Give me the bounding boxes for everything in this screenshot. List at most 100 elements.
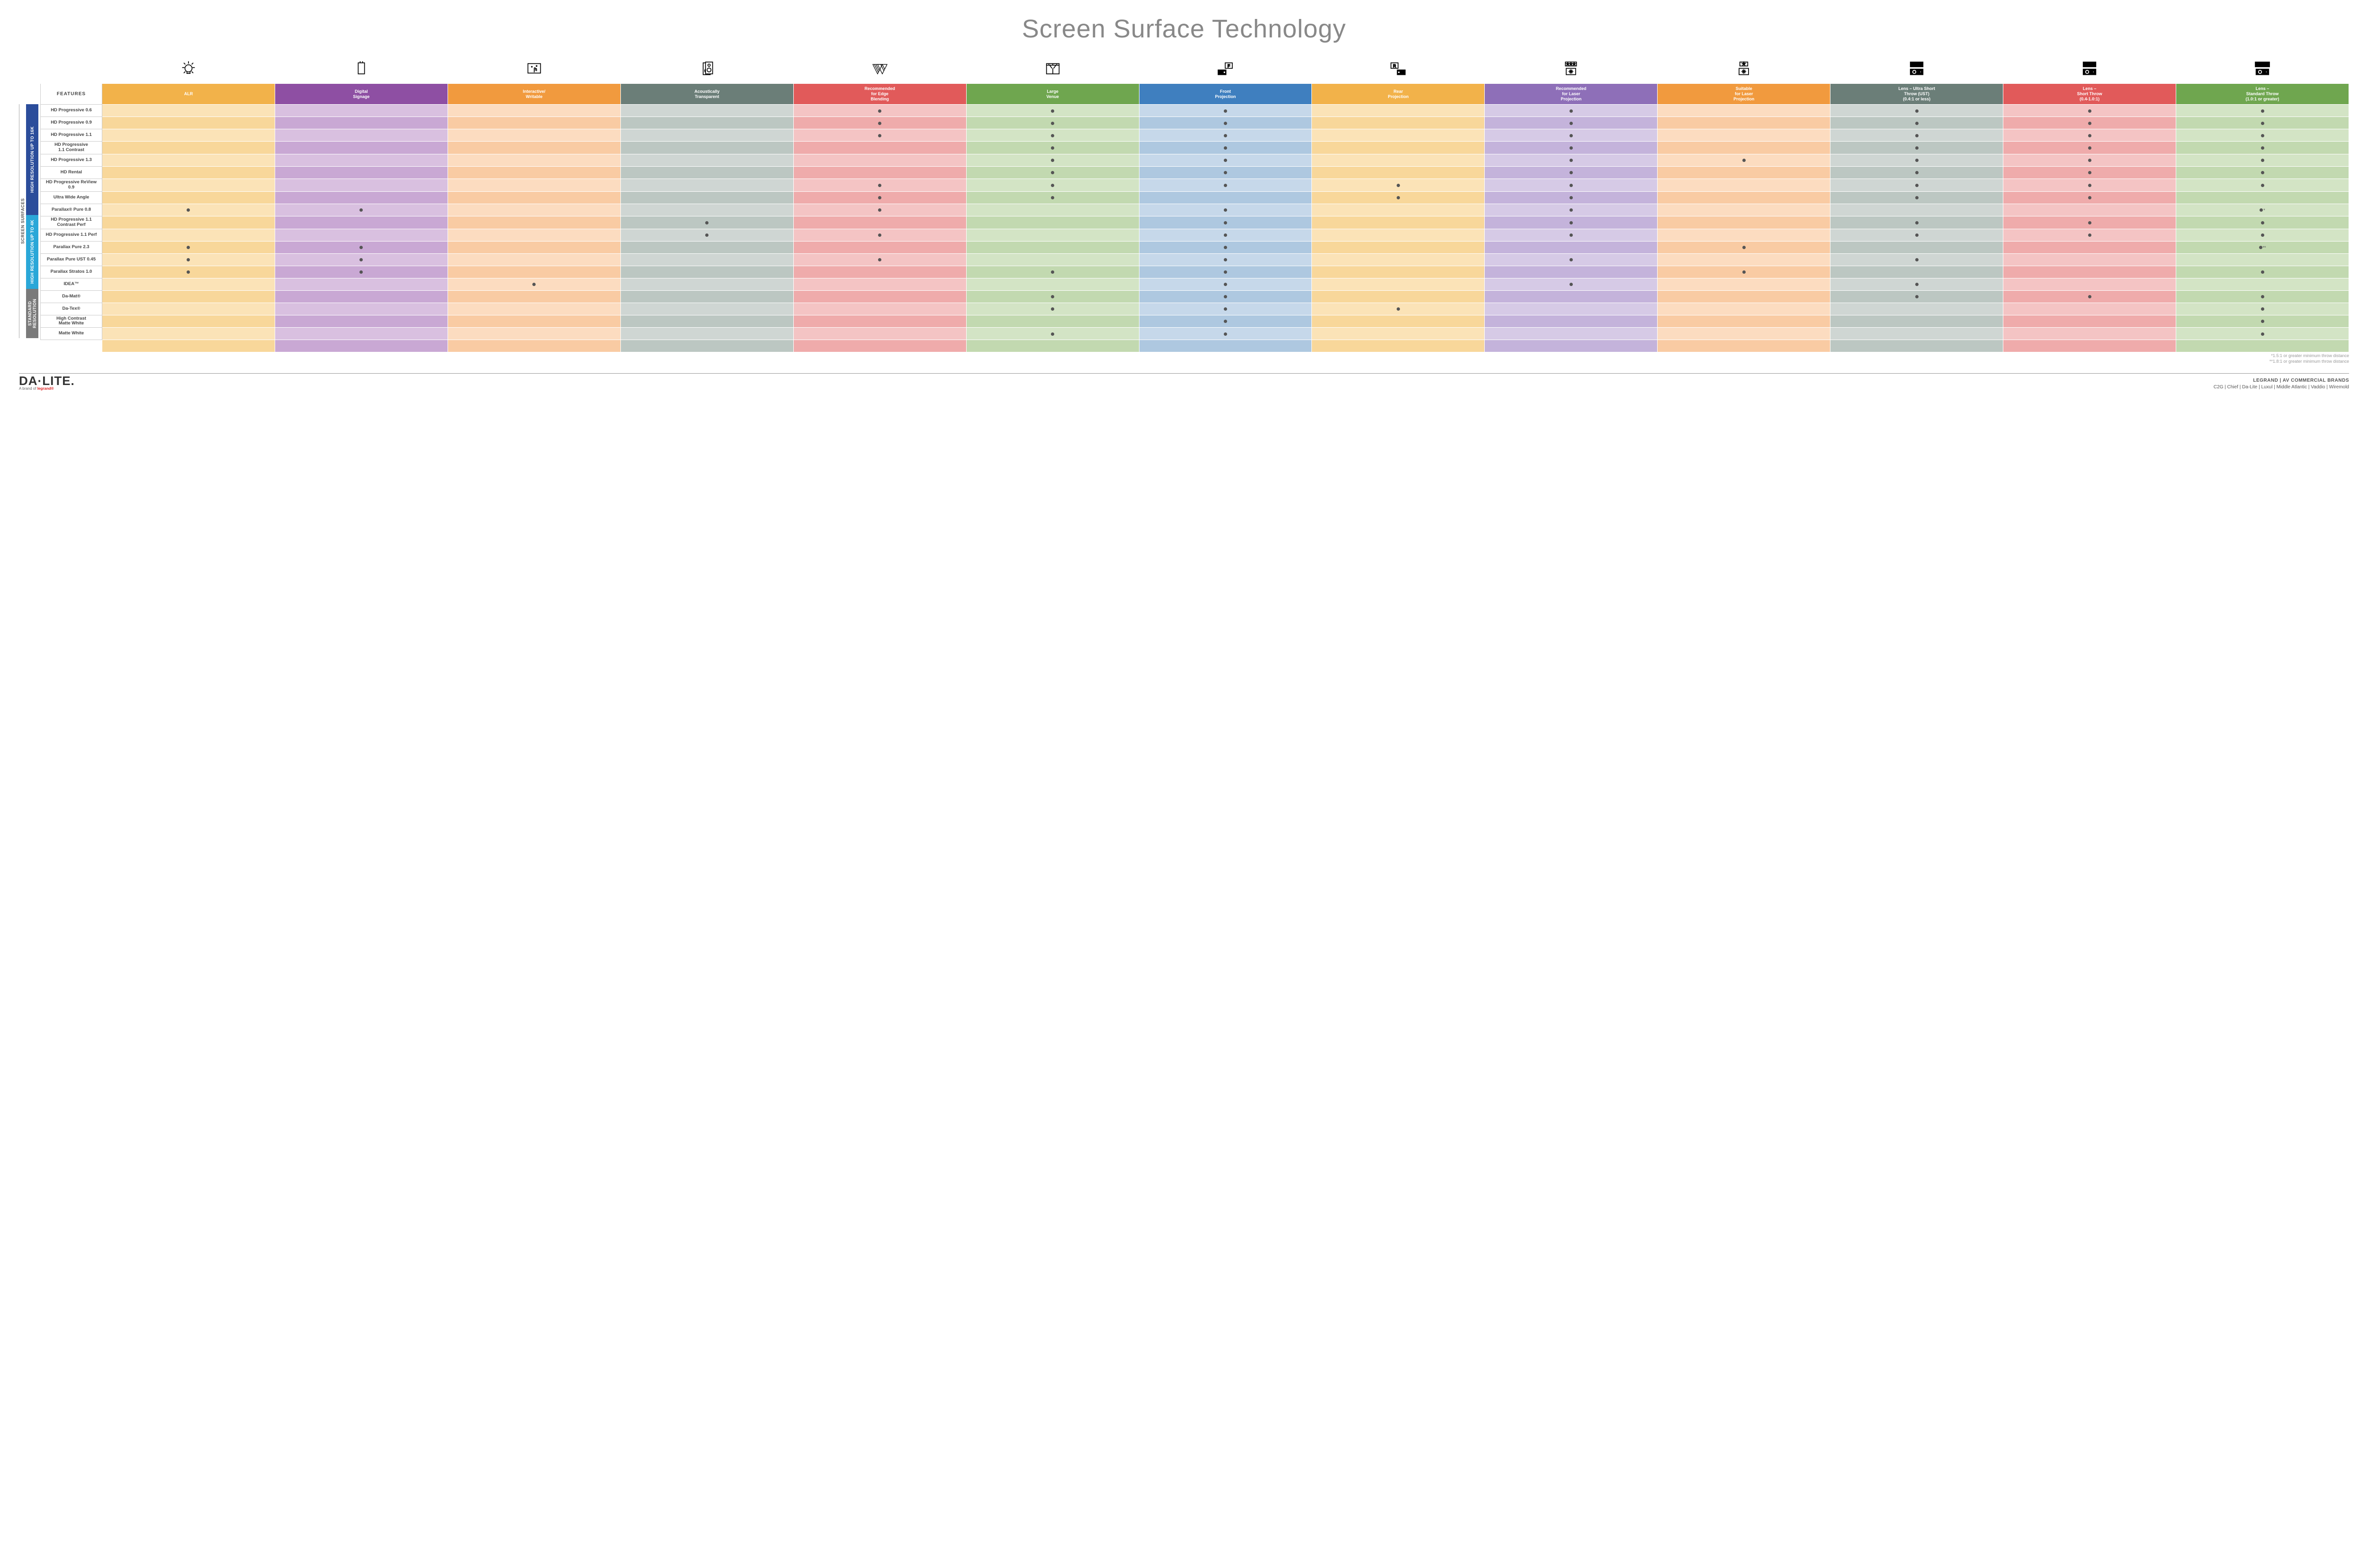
cell-front: [1139, 105, 1312, 117]
table-row: IDEA™: [41, 278, 2349, 290]
cell-short: [2003, 229, 2176, 241]
cell-ust: [1830, 253, 2003, 266]
cell-std: [2176, 278, 2349, 290]
cell-dsign: [275, 216, 448, 229]
cell-ust: [1830, 142, 2003, 154]
cell-suitlaser: [1658, 216, 1830, 229]
cell-std: *: [2176, 204, 2349, 216]
chart-container: SCREEN SURFACESHIGH RESOLUTION UP TO 16K…: [19, 57, 2349, 352]
cell-rear: [1312, 229, 1485, 241]
cell-std: [2176, 179, 2349, 191]
brand-logo: DA·LITE.: [19, 375, 75, 387]
column-header-rear: RearProjection: [1312, 84, 1485, 105]
cell-std: [2176, 216, 2349, 229]
table-row: High ContrastMatte White: [41, 315, 2349, 328]
cell-edge: [793, 154, 966, 166]
cell-acoust: [620, 105, 793, 117]
cell-rear: [1312, 253, 1485, 266]
cell-front: [1139, 315, 1312, 328]
cell-front: [1139, 129, 1312, 142]
cell-short: [2003, 216, 2176, 229]
column-icon-short: Short: [2003, 57, 2176, 84]
cell-inter: [448, 241, 620, 253]
cell-reclaser: [1485, 117, 1658, 129]
svg-text:Short: Short: [2085, 63, 2094, 67]
cell-ust: [1830, 216, 2003, 229]
cell-large: [966, 328, 1139, 340]
cell-acoust: [620, 142, 793, 154]
column-icon-suitlaser: ★: [1658, 57, 1830, 84]
cell-reclaser: [1485, 278, 1658, 290]
cell-suitlaser: [1658, 229, 1830, 241]
cell-alr: [102, 117, 275, 129]
column-icon-ust: UST: [1830, 57, 2003, 84]
column-header-front: FrontProjection: [1139, 84, 1312, 105]
cell-front: [1139, 179, 1312, 191]
cell-front: [1139, 241, 1312, 253]
cell-large: [966, 216, 1139, 229]
cell-edge: [793, 253, 966, 266]
cell-suitlaser: [1658, 105, 1830, 117]
cell-suitlaser: [1658, 142, 1830, 154]
cell-acoust: [620, 278, 793, 290]
column-header-dsign: DigitalSignage: [275, 84, 448, 105]
svg-text:★★★: ★★★: [1566, 62, 1576, 66]
column-header-short: Lens –Short Throw(0.4-1.0:1): [2003, 84, 2176, 105]
cell-std: [2176, 266, 2349, 278]
cell-reclaser: [1485, 241, 1658, 253]
cell-inter: [448, 315, 620, 328]
cell-alr: [102, 290, 275, 303]
table-row: Parallax® Pure 0.8*: [41, 204, 2349, 216]
cell-std: [2176, 229, 2349, 241]
cell-acoust: [620, 241, 793, 253]
cell-acoust: [620, 229, 793, 241]
cell-rear: [1312, 204, 1485, 216]
cell-rear: [1312, 179, 1485, 191]
cell-front: [1139, 166, 1312, 179]
row-name: Da-Tex®: [41, 303, 102, 315]
cell-front: [1139, 154, 1312, 166]
cell-front: [1139, 253, 1312, 266]
cell-alr: [102, 266, 275, 278]
features-header: FEATURES: [41, 84, 102, 105]
cell-alr: [102, 253, 275, 266]
cell-reclaser: [1485, 105, 1658, 117]
cell-large: [966, 290, 1139, 303]
cell-inter: [448, 278, 620, 290]
cell-rear: [1312, 117, 1485, 129]
cell-acoust: [620, 179, 793, 191]
cell-front: [1139, 216, 1312, 229]
table-row: Parallax Stratos 1.0: [41, 266, 2349, 278]
cell-large: [966, 166, 1139, 179]
cell-dsign: [275, 142, 448, 154]
table-row: HD Progressive ReView 0.9: [41, 179, 2349, 191]
cell-edge: [793, 179, 966, 191]
cell-front: [1139, 117, 1312, 129]
cell-alr: [102, 315, 275, 328]
cell-large: [966, 266, 1139, 278]
row-name: HD Progressive ReView 0.9: [41, 179, 102, 191]
table-row: HD Progressive 1.1: [41, 129, 2349, 142]
cell-alr: [102, 142, 275, 154]
cell-alr: [102, 204, 275, 216]
cell-suitlaser: [1658, 179, 1830, 191]
table-row: Da-Mat®: [41, 290, 2349, 303]
cell-rear: [1312, 328, 1485, 340]
cell-suitlaser: [1658, 241, 1830, 253]
cell-acoust: [620, 290, 793, 303]
cell-edge: [793, 266, 966, 278]
cell-acoust: [620, 328, 793, 340]
cell-short: [2003, 117, 2176, 129]
cell-inter: [448, 191, 620, 204]
table-row: HD Progressive 0.6: [41, 105, 2349, 117]
cell-reclaser: [1485, 303, 1658, 315]
cell-acoust: [620, 166, 793, 179]
cell-large: [966, 204, 1139, 216]
cell-alr: [102, 278, 275, 290]
cell-rear: [1312, 290, 1485, 303]
cell-std: [2176, 117, 2349, 129]
cell-ust: [1830, 229, 2003, 241]
cell-acoust: [620, 315, 793, 328]
cell-std: [2176, 253, 2349, 266]
column-icon-alr: [102, 57, 275, 84]
